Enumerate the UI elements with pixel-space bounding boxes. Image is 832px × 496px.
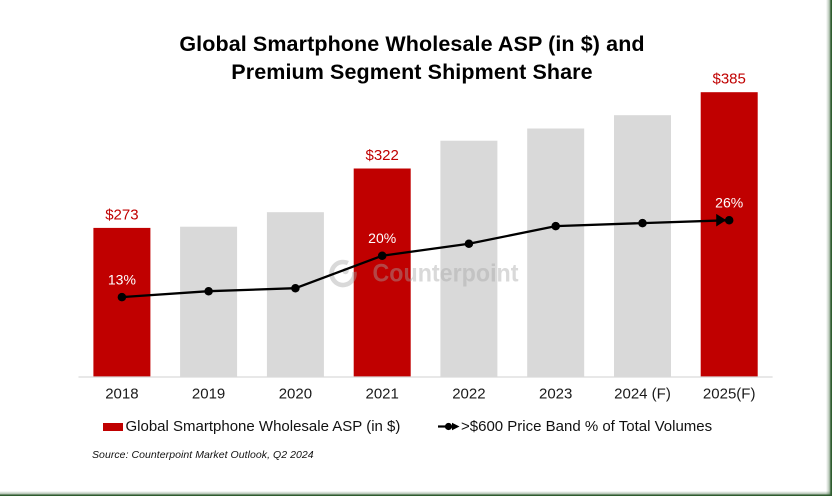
line-marker-2019 — [204, 286, 213, 296]
bar-2025(F) — [700, 92, 758, 377]
line-value-label-2025(F): 26% — [715, 195, 743, 211]
legend-band-label: >$600 Price Band % of Total Volumes — [461, 418, 713, 435]
bar-2022 — [440, 140, 498, 377]
source-note: Source: Counterpoint Market Outlook, Q2 … — [92, 448, 314, 461]
bar-2021 — [353, 168, 411, 377]
category-label-2022: 2022 — [452, 386, 485, 403]
category-label-2021: 2021 — [366, 386, 399, 403]
category-label-2025(F): 2025(F) — [703, 386, 756, 403]
bar-value-label-2025(F): $385 — [713, 71, 746, 88]
legend-asp-label: Global Smartphone Wholesale ASP (in $) — [125, 418, 401, 435]
slide-border-bottom — [0, 491, 832, 496]
line-value-label-2018: 13% — [108, 272, 136, 288]
bar-value-label-2018: $273 — [105, 206, 138, 223]
bar-2023 — [527, 128, 585, 377]
line-marker-2022 — [464, 239, 474, 249]
line-marker-2024 (F) — [638, 218, 647, 228]
line-marker-2023 — [551, 221, 560, 231]
legend-item-price-band: >$600 Price Band % of Total Volumes — [437, 418, 713, 436]
legend-asp-swatch-icon — [102, 423, 123, 431]
legend-line-dot-arrow-icon — [437, 419, 460, 436]
line-marker-2021 — [377, 251, 387, 260]
line-series-path — [121, 219, 730, 299]
line-marker-2018 — [117, 292, 127, 302]
bar-2024 (F) — [614, 115, 671, 377]
bar-2018 — [93, 227, 151, 377]
chart-title-line-1: Global Smartphone Wholesale ASP (in $) a… — [179, 32, 645, 56]
chart-title-line-2: Premium Segment Shipment Share — [231, 59, 593, 84]
line-marker-2025(F) — [724, 215, 734, 225]
category-label-2024 (F): 2024 (F) — [614, 386, 671, 403]
line-end-arrow-icon — [716, 213, 727, 227]
category-label-2023: 2023 — [539, 386, 572, 403]
category-label-2019: 2019 — [192, 386, 225, 403]
category-label-2018: 2018 — [105, 386, 138, 403]
line-marker-2020 — [291, 283, 300, 293]
watermark-text: Counterpoint — [373, 260, 520, 288]
legend-item-asp: Global Smartphone Wholesale ASP (in $) — [102, 418, 401, 436]
category-label-2020: 2020 — [279, 386, 312, 403]
chart-title: Global Smartphone Wholesale ASP (in $) a… — [0, 31, 824, 86]
bar-value-label-2021: $322 — [366, 147, 399, 164]
slide-border-right — [826, 0, 832, 496]
bar-2020 — [266, 212, 324, 377]
bar-2019 — [180, 226, 238, 377]
line-value-label-2021: 20% — [368, 230, 396, 246]
